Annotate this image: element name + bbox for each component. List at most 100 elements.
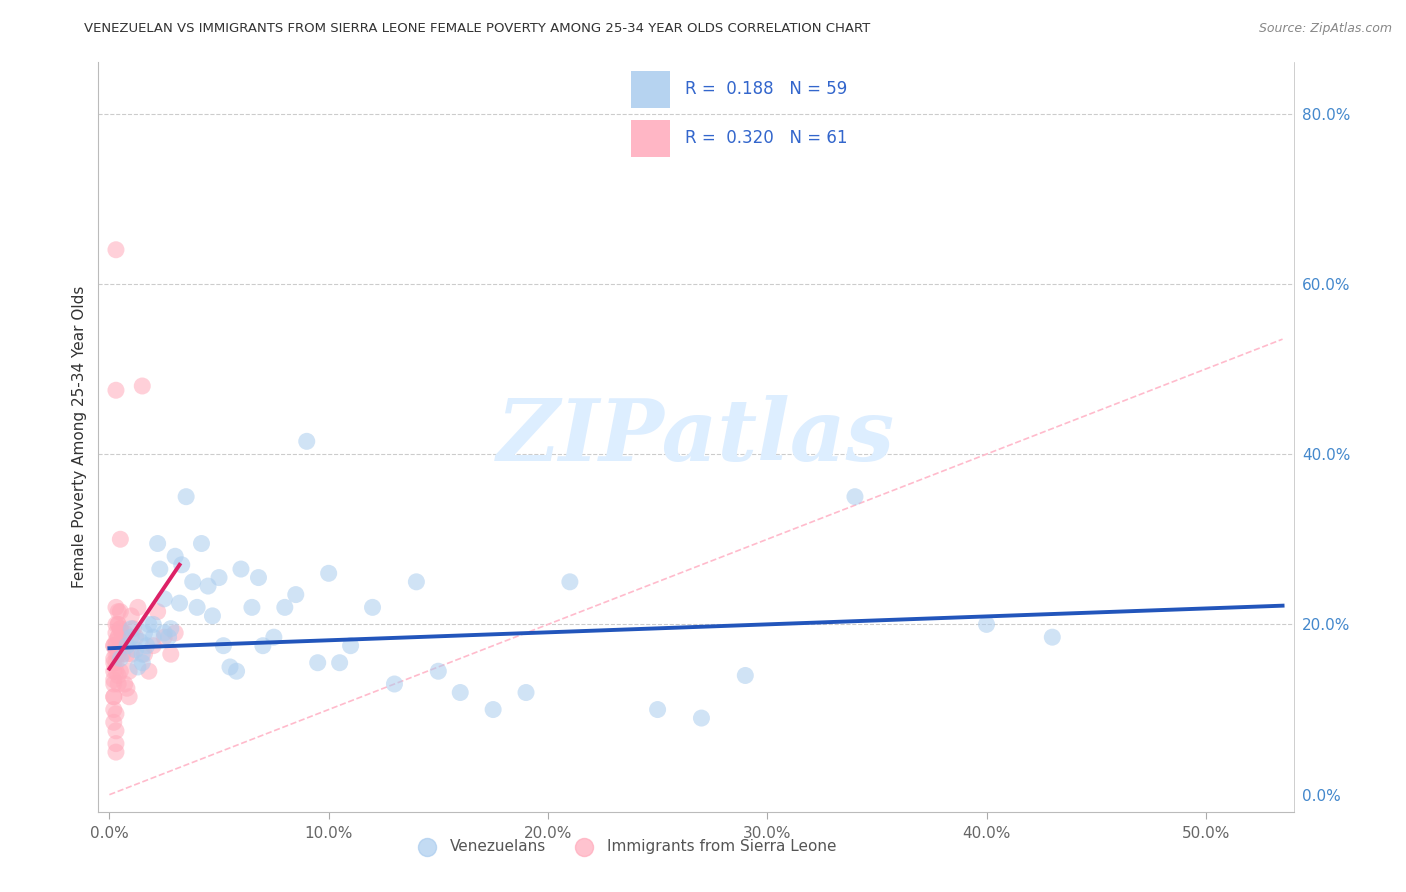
Point — [131, 647, 153, 661]
Legend: Venezuelans, Immigrants from Sierra Leone: Venezuelans, Immigrants from Sierra Leon… — [405, 833, 844, 860]
Point — [734, 668, 756, 682]
Point — [318, 566, 340, 581]
Point — [104, 723, 127, 738]
Point — [103, 690, 125, 704]
Point — [104, 600, 127, 615]
Point — [219, 660, 242, 674]
Point — [103, 677, 125, 691]
Point — [104, 617, 127, 632]
Point — [111, 630, 134, 644]
Text: ZIPatlas: ZIPatlas — [496, 395, 896, 479]
Point — [165, 549, 187, 564]
Point — [104, 384, 127, 398]
Point — [104, 639, 127, 653]
Point — [104, 706, 127, 721]
Point — [181, 574, 204, 589]
Point — [120, 630, 142, 644]
Point — [103, 715, 125, 730]
Point — [120, 608, 142, 623]
Point — [104, 634, 127, 648]
Point — [110, 533, 132, 547]
Point — [274, 600, 297, 615]
FancyBboxPatch shape — [631, 120, 671, 157]
Point — [558, 574, 581, 589]
Point — [295, 434, 318, 449]
Point — [110, 605, 132, 619]
Point — [976, 617, 998, 632]
Point — [153, 626, 176, 640]
Point — [427, 664, 450, 679]
Point — [118, 690, 141, 704]
Point — [107, 677, 129, 691]
FancyBboxPatch shape — [631, 70, 671, 108]
Point — [229, 562, 252, 576]
Point — [307, 656, 329, 670]
Point — [110, 622, 132, 636]
Point — [844, 490, 866, 504]
Point — [201, 608, 224, 623]
Point — [159, 622, 181, 636]
Point — [153, 591, 176, 606]
Point — [240, 600, 263, 615]
Point — [103, 656, 125, 670]
Point — [186, 600, 208, 615]
Point — [153, 630, 176, 644]
Point — [135, 639, 157, 653]
Point — [118, 664, 141, 679]
Point — [125, 630, 148, 644]
Point — [252, 639, 274, 653]
Text: VENEZUELAN VS IMMIGRANTS FROM SIERRA LEONE FEMALE POVERTY AMONG 25-34 YEAR OLDS : VENEZUELAN VS IMMIGRANTS FROM SIERRA LEO… — [84, 22, 870, 36]
Point — [197, 579, 219, 593]
Point — [104, 737, 127, 751]
Point — [111, 647, 134, 661]
Point — [107, 617, 129, 632]
Point — [104, 626, 127, 640]
Point — [104, 656, 127, 670]
Point — [131, 379, 153, 393]
Point — [142, 617, 165, 632]
Point — [103, 702, 125, 716]
Point — [263, 630, 285, 644]
Point — [107, 630, 129, 644]
Point — [107, 668, 129, 682]
Point — [142, 639, 165, 653]
Point — [157, 630, 180, 644]
Point — [110, 664, 132, 679]
Point — [138, 617, 160, 632]
Point — [1040, 630, 1063, 644]
Point — [115, 647, 138, 661]
Point — [405, 574, 427, 589]
Point — [107, 605, 129, 619]
Point — [120, 647, 142, 661]
Point — [647, 702, 669, 716]
Point — [690, 711, 713, 725]
Point — [107, 630, 129, 644]
Y-axis label: Female Poverty Among 25-34 Year Olds: Female Poverty Among 25-34 Year Olds — [72, 286, 87, 588]
Point — [107, 647, 129, 661]
Point — [107, 647, 129, 661]
Point — [110, 622, 132, 636]
Point — [165, 626, 187, 640]
Point — [115, 639, 138, 653]
Point — [120, 622, 142, 636]
Point — [138, 664, 160, 679]
Point — [142, 630, 165, 644]
Point — [103, 690, 125, 704]
Text: R =  0.320   N = 61: R = 0.320 N = 61 — [685, 129, 848, 147]
Point — [208, 571, 231, 585]
Point — [134, 647, 156, 661]
Point — [146, 605, 169, 619]
Point — [361, 600, 384, 615]
Point — [115, 681, 138, 696]
Point — [515, 685, 537, 699]
Point — [284, 588, 307, 602]
Point — [169, 596, 191, 610]
Point — [103, 664, 125, 679]
Point — [104, 745, 127, 759]
Point — [329, 656, 352, 670]
Point — [125, 643, 148, 657]
Text: R =  0.188   N = 59: R = 0.188 N = 59 — [685, 80, 848, 98]
Point — [131, 656, 153, 670]
Point — [104, 664, 127, 679]
Point — [103, 651, 125, 665]
